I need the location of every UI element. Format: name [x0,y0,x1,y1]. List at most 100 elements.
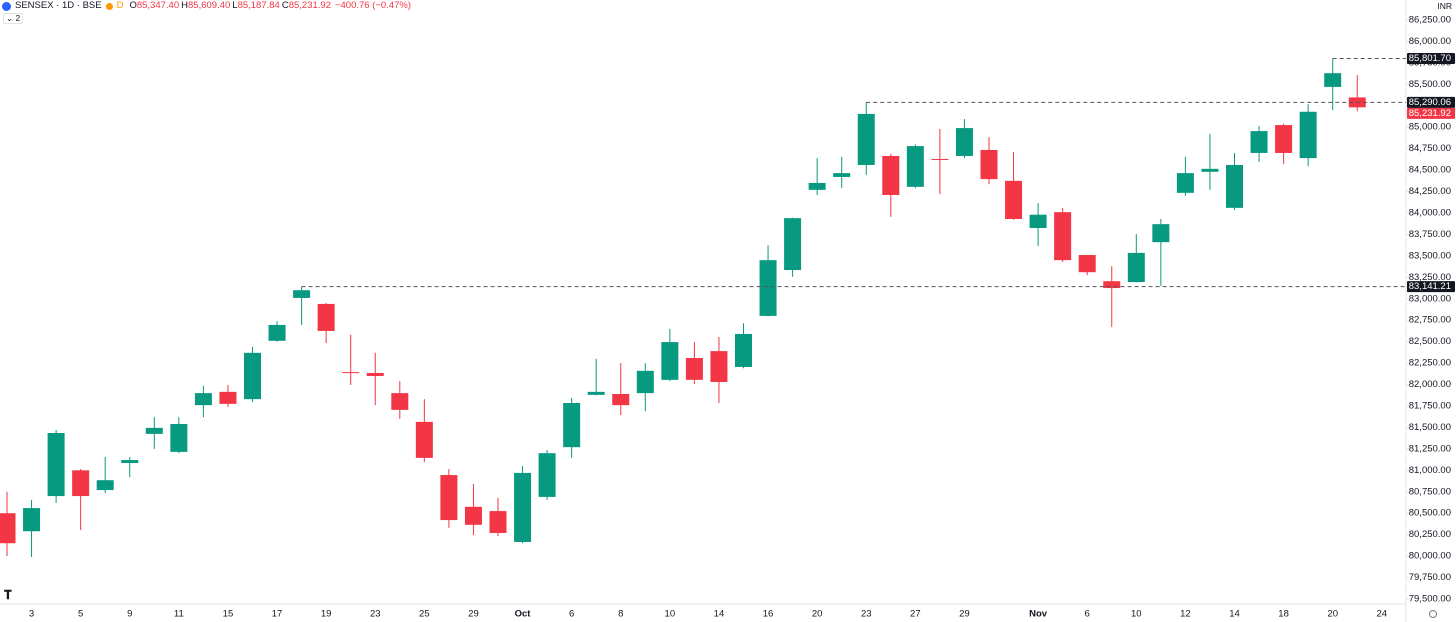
price-tag [1407,96,1455,108]
candle-body [366,372,384,376]
status-dot [105,2,113,10]
x-tick-label: 5 [78,609,83,620]
y-tick-label: 84,750.00 [1409,143,1451,154]
candle-body [784,218,802,271]
candle-body [1054,212,1072,261]
y-tick-label: 83,250.00 [1409,272,1451,283]
candle-body [293,290,311,298]
candle-body [1250,131,1268,153]
candle-body [121,460,139,464]
x-tick-label: 14 [1229,609,1240,620]
y-tick-label: 86,000.00 [1409,36,1451,47]
y-tick-label: 85,500.00 [1409,79,1451,90]
x-tick-label: 16 [763,609,774,620]
y-tick-label: 83,750.00 [1409,229,1451,240]
candle-body [661,342,679,380]
x-tick-label: 6 [1085,609,1090,620]
candle-body [1201,168,1219,172]
x-tick-label: 19 [321,609,332,620]
candle-body [145,427,163,434]
ohlc-value: 85,187.84 [237,0,280,11]
y-tick-label: 83,500.00 [1409,250,1451,261]
x-tick-label: 12 [1180,609,1191,620]
candle-body [833,173,851,177]
y-tick-label: 80,250.00 [1409,529,1451,540]
ohlc-value: 85,347.40 [136,0,180,11]
y-tick-label: 82,250.00 [1409,358,1451,369]
x-tick-label: Nov [1029,609,1048,620]
candle-body [710,351,728,382]
y-tick-label: 80,500.00 [1409,508,1451,519]
x-tick-label: 29 [959,609,970,620]
x-tick-label: 10 [1131,609,1142,620]
y-tick-label: 84,000.00 [1409,208,1451,219]
ohlc-value: 85,609.40 [188,0,231,11]
y-tick-label: 81,750.00 [1409,401,1451,412]
y-tick-label: 80,750.00 [1409,486,1451,497]
x-tick-label: 25 [419,609,430,620]
x-tick-label: 14 [714,609,725,620]
candle-body [538,453,556,497]
settings-icon[interactable] [1429,610,1437,618]
candle-body [1029,214,1047,229]
ohlc-key: H [181,0,188,11]
x-tick-label: 8 [618,609,623,620]
ohlc-value: 85,231.92 [288,0,331,11]
x-tick-label: 6 [569,609,574,620]
candle-body [612,393,630,406]
y-tick-label: 82,750.00 [1409,315,1451,326]
y-tick-label: 84,250.00 [1409,186,1451,197]
x-tick-label: 20 [1327,609,1338,620]
candle-body [317,303,335,331]
x-tick-label: 15 [223,609,234,620]
y-tick-label: 82,000.00 [1409,379,1451,390]
x-tick-label: Oct [515,609,532,620]
x-tick-label: 9 [127,609,132,620]
candle-body [931,158,949,160]
y-tick-label: 79,500.00 [1409,594,1451,605]
price-tag-label: 85,231.92 [1409,108,1451,119]
candle-body [342,372,360,374]
y-tick-label: 83,000.00 [1409,293,1451,304]
candle-body [759,260,777,316]
price-tag-label: 85,290.06 [1409,97,1451,108]
x-tick-label: 17 [272,609,283,620]
logo: 𝐓 [4,588,12,602]
ohlc-key: L [232,0,238,11]
candle-body [1103,281,1121,289]
candle-body [1152,224,1170,243]
candle-body [857,113,875,165]
y-tick-label: 81,250.00 [1409,443,1451,454]
candle-body [268,324,286,341]
symbol-logo [2,1,11,11]
candle-body [391,393,409,410]
candle-body [906,146,924,187]
indicator-count: 2 [15,13,21,23]
candle-body [1299,111,1317,159]
candle-body [464,506,482,525]
candle-body [47,433,65,497]
candle-body [563,402,581,448]
y-tick-label: 81,500.00 [1409,422,1451,433]
candle-body [244,352,261,400]
candle-body [1226,164,1243,208]
candle-body [72,470,90,497]
candle-body [1127,252,1145,283]
x-tick-label: 23 [370,609,381,620]
candle-body [980,149,998,180]
indicator-toggle[interactable]: ⌄ 2 [3,13,24,24]
candle-body [415,421,433,458]
candle-body [587,391,605,395]
candle-body [685,357,703,380]
price-tag [1407,107,1455,119]
candle-body [170,424,188,452]
candle-body [955,128,973,156]
price-tag [1407,52,1455,64]
y-tick-label: 85,000.00 [1409,122,1451,133]
legend-header: SENSEX · 1D · BSE D O85,347.40 H85,609.40… [2,0,411,12]
candle-body [1176,173,1194,193]
y-tick-label: 86,250.00 [1409,15,1451,26]
x-tick-label: 29 [468,609,479,620]
